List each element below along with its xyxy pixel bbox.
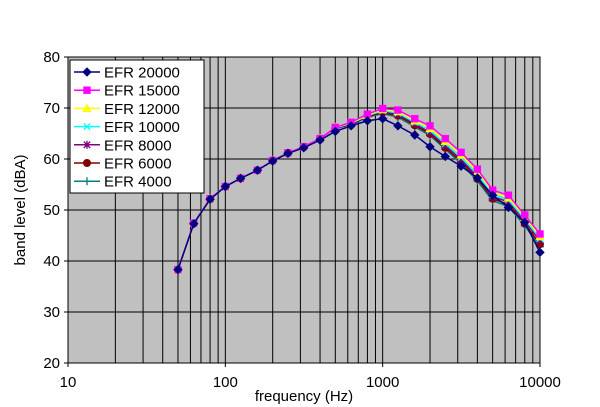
legend-marker — [83, 140, 91, 149]
y-axis: 20 30 40 50 60 70 80 — [43, 49, 68, 372]
series-group — [173, 104, 545, 275]
legend-marker — [82, 103, 92, 113]
y-tick-label: 40 — [43, 253, 60, 270]
data-point — [315, 135, 325, 145]
legend-label: EFR 8000 — [104, 137, 172, 154]
data-point — [377, 114, 388, 124]
data-point — [173, 264, 183, 275]
data-point — [425, 142, 435, 152]
data-point — [330, 126, 341, 137]
data-point — [487, 190, 498, 200]
legend-label: EFR 12000 — [104, 101, 180, 118]
legend-item: EFR 8000 — [74, 137, 172, 154]
x-tick-label: 1000 — [366, 374, 399, 391]
legend-label: EFR 6000 — [104, 156, 172, 173]
legend-label: EFR 20000 — [104, 65, 180, 82]
x-axis-label: frequency (Hz) — [255, 388, 353, 405]
data-point — [299, 143, 309, 153]
x-tick-label: 10 — [60, 374, 77, 391]
data-point — [456, 161, 466, 171]
legend-label: EFR 4000 — [104, 174, 172, 191]
data-point — [440, 151, 450, 162]
data-point — [283, 148, 293, 159]
x-axis: 10 100 1000 10000 — [60, 363, 561, 391]
data-point — [220, 181, 231, 192]
data-point — [205, 194, 215, 204]
legend-item: EFR 6000 — [74, 156, 172, 173]
legend-item: EFR 20000 — [74, 65, 180, 82]
y-tick-label: 30 — [43, 304, 60, 321]
legend-marker — [83, 177, 91, 186]
legend-item: EFR 15000 — [74, 83, 180, 100]
data-point — [504, 191, 513, 199]
y-tick-label: 70 — [43, 100, 60, 117]
data-point — [503, 202, 514, 213]
data-point — [189, 219, 199, 229]
y-tick-label: 20 — [43, 355, 60, 372]
x-tick-label: 100 — [213, 374, 238, 391]
legend-marker — [82, 67, 92, 77]
data-point — [346, 121, 356, 131]
data-point — [521, 211, 529, 219]
data-point — [378, 104, 387, 113]
y-tick-label: 60 — [43, 151, 60, 168]
data-point — [252, 165, 263, 175]
data-point — [410, 130, 420, 140]
data-point — [520, 217, 530, 227]
x-tick-label: 10000 — [519, 374, 561, 391]
data-point — [441, 134, 449, 143]
data-point — [267, 156, 278, 166]
data-point — [535, 247, 545, 258]
legend-label: EFR 15000 — [104, 83, 180, 100]
legend-item: EFR 10000 — [74, 119, 180, 136]
data-point — [394, 106, 402, 114]
data-point — [411, 115, 419, 123]
y-tick-label: 50 — [43, 202, 60, 219]
data-point — [393, 121, 403, 131]
legend-marker — [83, 122, 91, 131]
legend-label: EFR 10000 — [104, 119, 180, 136]
y-tick-label: 80 — [43, 49, 60, 66]
legend-item: EFR 12000 — [74, 101, 180, 118]
y-axis-label: band level (dBA) — [12, 155, 29, 266]
legend-item: EFR 4000 — [74, 174, 172, 191]
data-point — [235, 173, 246, 184]
data-point — [362, 116, 373, 126]
data-point — [457, 148, 465, 157]
data-point — [473, 165, 482, 173]
data-point — [472, 173, 483, 183]
legend-marker — [83, 159, 91, 167]
legend-marker — [83, 86, 91, 94]
series-efr-20000 — [173, 114, 545, 275]
data-point — [536, 230, 544, 238]
data-point — [426, 122, 434, 130]
